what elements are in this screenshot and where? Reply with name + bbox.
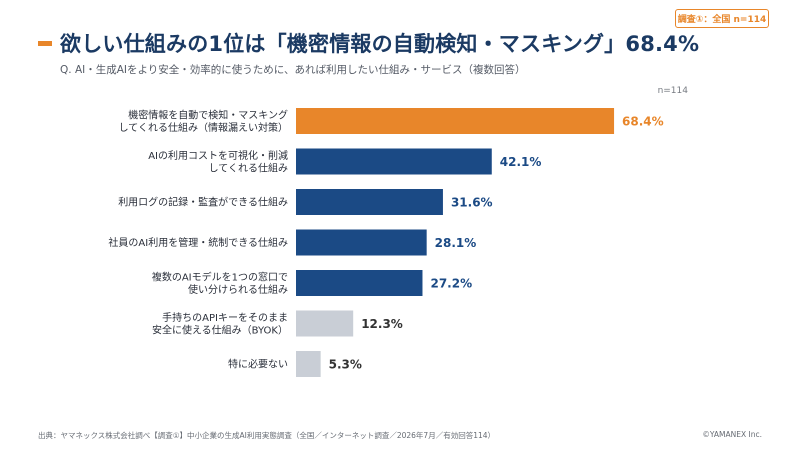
category-label: AIの利用コストを可視化・削減してくれる仕組み <box>148 149 288 175</box>
category-label: 利用ログの記録・監査ができる仕組み <box>118 196 288 209</box>
category-label: 手持ちのAPIキーをそのまま安全に使える仕組み（BYOK） <box>152 311 288 337</box>
category-label: 複数のAIモデルを1つの窓口で使い分けられる仕組み <box>152 270 288 296</box>
bar <box>296 351 321 377</box>
bar <box>296 148 492 175</box>
category-label: 特に必要ない <box>228 358 288 371</box>
value-label: 68.4% <box>622 115 664 129</box>
bar <box>296 310 354 337</box>
value-label: 12.3% <box>361 317 403 331</box>
sample-size-label: n=114 <box>657 86 688 96</box>
bar <box>296 229 427 256</box>
survey-badge: 調査①：全国 n=114 <box>675 9 769 28</box>
bar <box>296 270 423 296</box>
page-title: 欲しい仕組みの1位は「機密情報の自動検知・マスキング」68.4% <box>60 32 700 56</box>
category-label: 機密情報を自動で検知・マスキングしてくれる仕組み（情報漏えい対策） <box>119 108 288 134</box>
category-label: 社員のAI利用を管理・統制できる仕組み <box>108 236 288 249</box>
value-label: 5.3% <box>329 358 362 372</box>
title-accent-bar <box>38 41 52 46</box>
value-label: 27.2% <box>430 277 472 291</box>
question-subtitle: Q. AI・生成AIをより安全・効率的に使うために、あれば利用したい仕組み・サー… <box>60 64 526 76</box>
value-label: 42.1% <box>500 155 542 169</box>
bar <box>296 108 615 134</box>
copyright: ©YAMANEX Inc. <box>702 430 762 439</box>
source-note: 出典：ヤマネックス株式会社調べ【調査①】中小企業の生成AI利用実態調査（全国／イ… <box>38 431 496 440</box>
bar <box>296 189 443 215</box>
value-label: 31.6% <box>451 196 493 210</box>
value-label: 28.1% <box>435 236 477 250</box>
